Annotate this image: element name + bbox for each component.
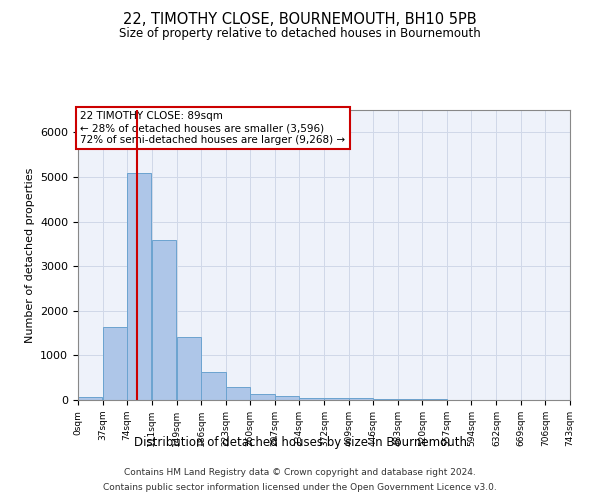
Text: Size of property relative to detached houses in Bournemouth: Size of property relative to detached ho… — [119, 28, 481, 40]
Bar — [250, 394, 275, 400]
Bar — [325, 398, 349, 400]
Bar — [226, 386, 250, 400]
Bar — [103, 327, 127, 400]
Bar — [275, 396, 299, 400]
Bar — [152, 240, 176, 400]
Text: Contains public sector information licensed under the Open Government Licence v3: Contains public sector information licen… — [103, 483, 497, 492]
Y-axis label: Number of detached properties: Number of detached properties — [25, 168, 35, 342]
Bar — [78, 396, 103, 400]
Bar — [373, 398, 398, 400]
Text: Distribution of detached houses by size in Bournemouth: Distribution of detached houses by size … — [133, 436, 467, 449]
Bar — [398, 399, 422, 400]
Bar — [127, 174, 151, 400]
Text: Contains HM Land Registry data © Crown copyright and database right 2024.: Contains HM Land Registry data © Crown c… — [124, 468, 476, 477]
Bar — [299, 398, 323, 400]
Bar — [202, 372, 226, 400]
Bar — [177, 337, 201, 400]
Bar — [349, 398, 373, 400]
Text: 22, TIMOTHY CLOSE, BOURNEMOUTH, BH10 5PB: 22, TIMOTHY CLOSE, BOURNEMOUTH, BH10 5PB — [123, 12, 477, 28]
Text: 22 TIMOTHY CLOSE: 89sqm
← 28% of detached houses are smaller (3,596)
72% of semi: 22 TIMOTHY CLOSE: 89sqm ← 28% of detache… — [80, 112, 346, 144]
